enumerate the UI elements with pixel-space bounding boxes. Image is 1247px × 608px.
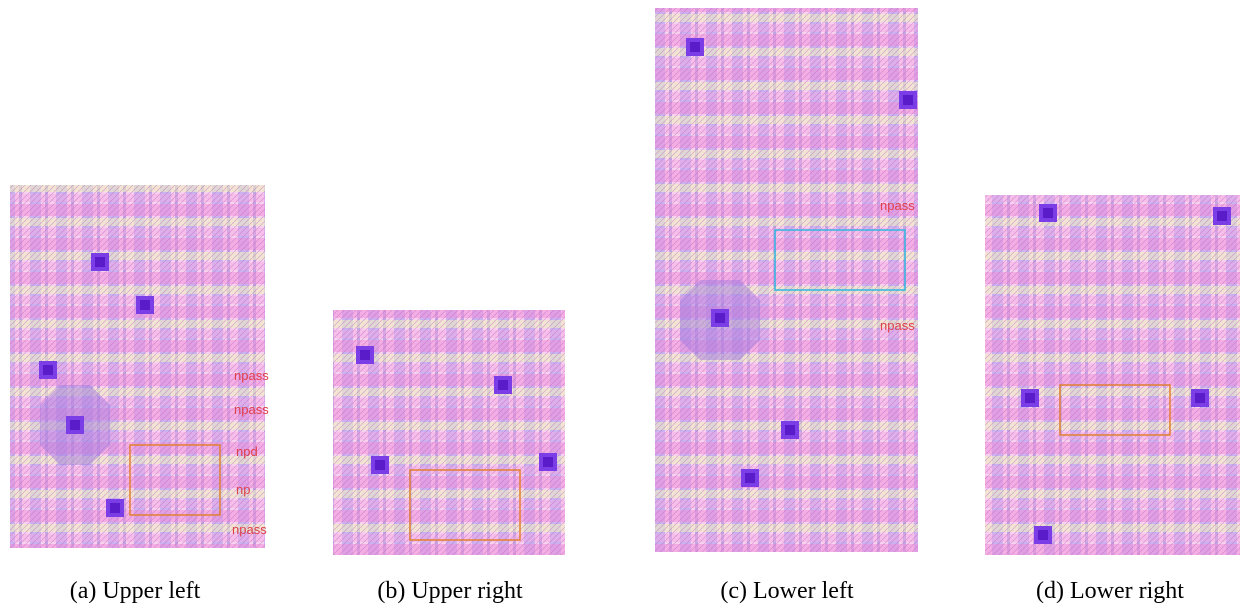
via bbox=[494, 376, 512, 394]
region bbox=[409, 469, 521, 541]
via bbox=[1191, 389, 1209, 407]
via bbox=[1021, 389, 1039, 407]
via bbox=[136, 296, 154, 314]
via bbox=[1039, 204, 1057, 222]
via bbox=[686, 38, 704, 56]
via bbox=[371, 456, 389, 474]
via bbox=[741, 469, 759, 487]
cell-label: npd bbox=[236, 444, 258, 459]
region bbox=[129, 444, 221, 516]
via bbox=[106, 499, 124, 517]
layout-hatch bbox=[985, 195, 1240, 555]
region bbox=[1059, 384, 1171, 436]
via bbox=[1034, 526, 1052, 544]
caption: (b) Upper right bbox=[377, 578, 523, 604]
via bbox=[66, 416, 84, 434]
region bbox=[774, 229, 906, 291]
cell-label: npass bbox=[234, 368, 269, 383]
via bbox=[781, 421, 799, 439]
caption: (c) Lower left bbox=[720, 578, 854, 604]
layout-d bbox=[985, 195, 1240, 555]
via bbox=[91, 253, 109, 271]
layout-c: npass npass bbox=[655, 8, 918, 552]
layout-b bbox=[333, 310, 565, 555]
via bbox=[539, 453, 557, 471]
via bbox=[356, 346, 374, 364]
layout-hatch bbox=[655, 8, 918, 552]
cell-label: npass bbox=[232, 522, 267, 537]
cell-label: npass bbox=[880, 198, 915, 213]
via bbox=[1213, 207, 1231, 225]
cell-label: npass bbox=[234, 402, 269, 417]
cell-label: npass bbox=[880, 318, 915, 333]
caption: (d) Lower right bbox=[1036, 578, 1184, 604]
via bbox=[899, 91, 917, 109]
via bbox=[711, 309, 729, 327]
via bbox=[39, 361, 57, 379]
layout-a: npass npass npd np npass bbox=[10, 185, 269, 548]
cell-label: np bbox=[236, 482, 250, 497]
caption: (a) Upper left bbox=[70, 578, 201, 604]
